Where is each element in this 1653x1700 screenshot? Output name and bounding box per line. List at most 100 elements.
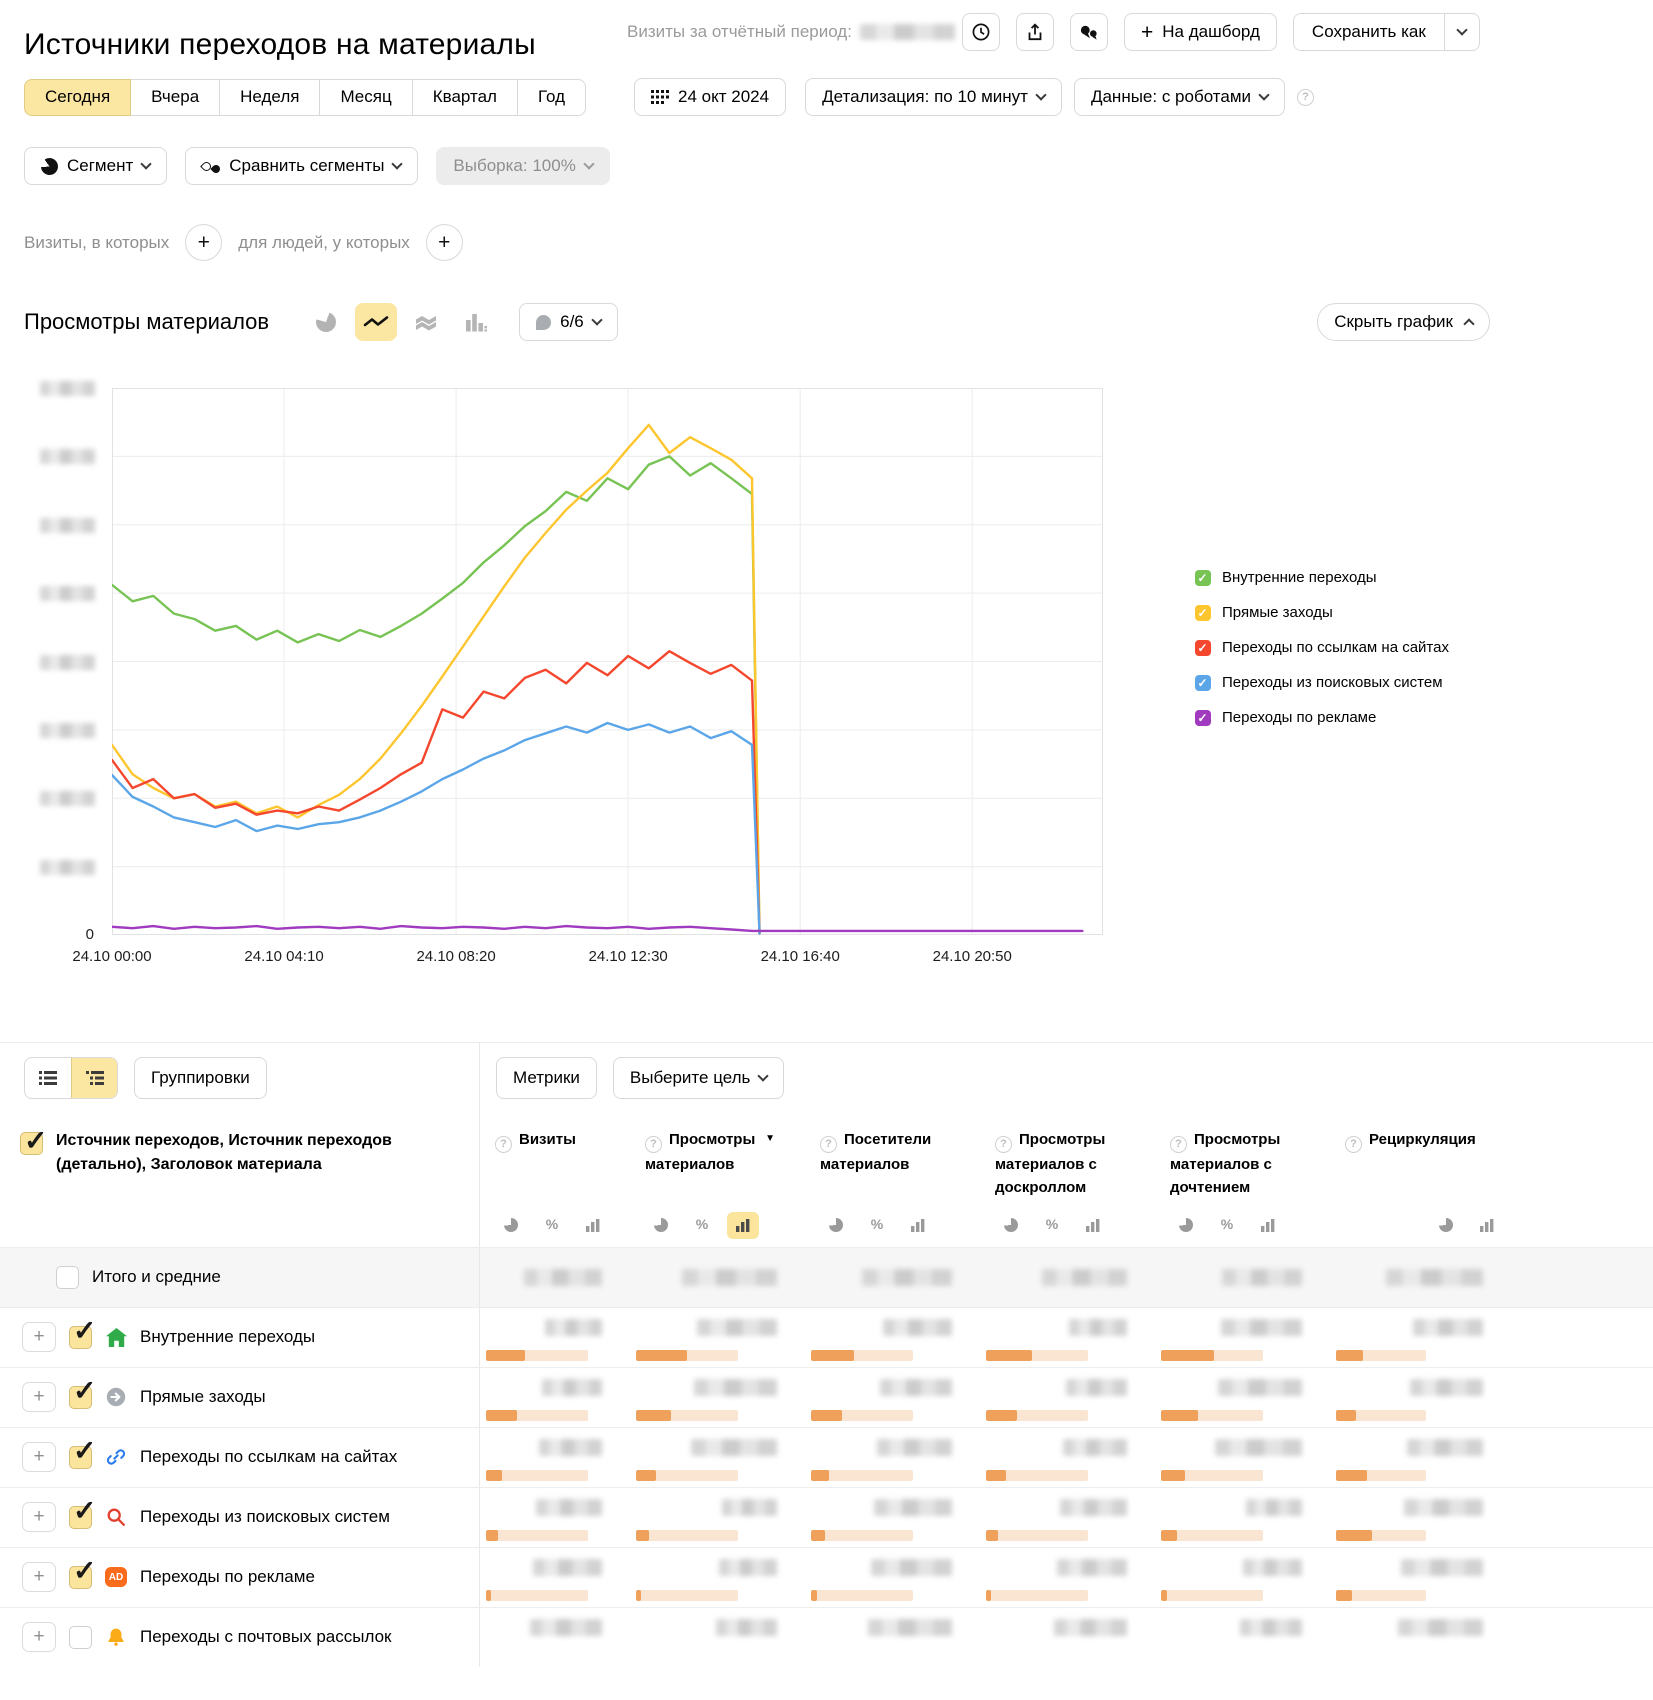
compare-segments-button[interactable]: Сравнить сегменты: [185, 147, 419, 185]
expand-row-button[interactable]: +: [22, 1562, 56, 1593]
expand-row-button[interactable]: +: [22, 1502, 56, 1533]
data-mode-button[interactable]: Данные: с роботами: [1073, 78, 1286, 116]
save-as-split-button[interactable]: Сохранить как: [1292, 13, 1480, 51]
row-checkbox-checked[interactable]: [69, 1374, 96, 1409]
metrica-logo-button[interactable]: [1070, 13, 1108, 51]
row-checkbox-checked[interactable]: [69, 1314, 96, 1349]
row-label[interactable]: Итого и средние: [92, 1267, 221, 1287]
period-tab-Неделя[interactable]: Неделя: [219, 78, 321, 116]
column-header-6[interactable]: ? Рециркуляция: [1330, 1113, 1653, 1247]
legend-checkbox-checked[interactable]: [1195, 604, 1211, 621]
help-icon[interactable]: ?: [1170, 1136, 1187, 1154]
area-chart-icon: [414, 313, 438, 331]
row-label[interactable]: Внутренние переходы: [140, 1327, 316, 1347]
goal-select-button[interactable]: Выберите цель: [612, 1057, 785, 1099]
row-label[interactable]: Переходы из поисковых систем: [140, 1507, 390, 1527]
column-header-3[interactable]: ? Посетители материалов%: [805, 1113, 980, 1247]
add-people-filter-button[interactable]: +: [425, 224, 463, 261]
line-chart-view-button[interactable]: [355, 303, 398, 341]
legend-checkbox-checked[interactable]: [1195, 674, 1211, 691]
percent-mode-button[interactable]: %: [1220, 1216, 1234, 1233]
percent-mode-button[interactable]: %: [1045, 1216, 1059, 1233]
bars-mode-button[interactable]: [1252, 1212, 1284, 1239]
help-icon[interactable]: ?: [1345, 1136, 1362, 1154]
display-mode-toggle: %: [645, 1211, 797, 1239]
row-checkbox-checked[interactable]: [69, 1554, 96, 1589]
date-picker-button[interactable]: 24 окт 2024: [634, 78, 787, 116]
column-chart-view-button[interactable]: [455, 303, 497, 341]
pie-mode-button[interactable]: [820, 1212, 852, 1239]
bars-mode-button[interactable]: [727, 1211, 759, 1239]
save-as-label[interactable]: Сохранить как: [1311, 22, 1426, 41]
tree-view-button[interactable]: [71, 1058, 117, 1098]
pie-mode-button[interactable]: [495, 1212, 527, 1239]
export-button[interactable]: [1016, 13, 1054, 51]
legend-item[interactable]: Переходы по рекламе: [1195, 700, 1449, 735]
legend-item[interactable]: Внутренние переходы: [1195, 560, 1449, 595]
bars-mode-button[interactable]: [1077, 1212, 1109, 1239]
column-header-4[interactable]: ? Просмотры материалов с доскроллом%: [980, 1113, 1155, 1247]
metric-mini-bar: [1336, 1349, 1426, 1361]
row-label[interactable]: Переходы по рекламе: [140, 1567, 315, 1587]
row-label[interactable]: Переходы по ссылкам на сайтах: [140, 1447, 398, 1467]
pie-chart-view-button[interactable]: [305, 303, 347, 341]
segment-button[interactable]: Сегмент: [24, 147, 168, 185]
percent-mode-button[interactable]: %: [695, 1216, 709, 1233]
row-checkbox[interactable]: [69, 1625, 92, 1649]
help-icon[interactable]: ?: [495, 1136, 512, 1154]
sampling-button[interactable]: Выборка: 100%: [436, 147, 610, 185]
select-all-checkbox[interactable]: [20, 1120, 47, 1162]
pie-mode-button[interactable]: [1430, 1212, 1462, 1239]
expand-row-button[interactable]: +: [22, 1622, 56, 1653]
percent-mode-button[interactable]: %: [870, 1216, 884, 1233]
metric-value-redacted: [716, 1618, 777, 1636]
period-tab-Год[interactable]: Год: [516, 78, 587, 116]
history-clock-button[interactable]: [962, 13, 1000, 51]
row-checkbox-checked[interactable]: [69, 1434, 96, 1469]
bars-mode-button[interactable]: [577, 1212, 609, 1239]
pie-mode-button[interactable]: [995, 1212, 1027, 1239]
add-to-dashboard-button[interactable]: + На дашборд: [1124, 13, 1277, 51]
save-as-menu-toggle[interactable]: [1443, 14, 1479, 50]
flat-list-view-button[interactable]: [25, 1058, 71, 1098]
legend-checkbox-checked[interactable]: [1195, 569, 1211, 586]
detailization-button[interactable]: Детализация: по 10 минут: [805, 78, 1062, 116]
column-header-1[interactable]: ? Визиты%: [480, 1113, 630, 1247]
help-icon[interactable]: ?: [820, 1136, 837, 1154]
legend-item[interactable]: Переходы из поисковых систем: [1195, 665, 1449, 700]
add-visits-filter-button[interactable]: +: [185, 224, 223, 261]
row-label[interactable]: Переходы с почтовых рассылок: [140, 1627, 392, 1647]
bars-mode-button[interactable]: [902, 1212, 934, 1239]
legend-checkbox-checked[interactable]: [1195, 709, 1211, 726]
row-checkbox[interactable]: [56, 1265, 79, 1289]
help-icon[interactable]: ?: [995, 1136, 1012, 1154]
expand-row-button[interactable]: +: [22, 1442, 56, 1473]
area-chart-view-button[interactable]: [405, 303, 447, 341]
period-tab-Сегодня[interactable]: Сегодня: [24, 78, 132, 116]
pie-mode-button[interactable]: [645, 1212, 677, 1239]
percent-mode-button[interactable]: %: [545, 1216, 559, 1233]
legend-item[interactable]: Прямые заходы: [1195, 595, 1449, 630]
help-icon[interactable]: ?: [645, 1136, 662, 1154]
chart-plot-area[interactable]: [112, 388, 1103, 935]
bars-mode-button[interactable]: [1471, 1212, 1503, 1239]
period-tab-Квартал[interactable]: Квартал: [411, 78, 518, 116]
legend-checkbox-checked[interactable]: [1195, 639, 1211, 656]
period-tab-Вчера[interactable]: Вчера: [130, 78, 221, 116]
mini-pie-icon: [1439, 1218, 1453, 1233]
expand-row-button[interactable]: +: [22, 1382, 56, 1413]
period-tab-Месяц[interactable]: Месяц: [319, 78, 413, 116]
series-visibility-button[interactable]: 6/6: [519, 303, 618, 341]
legend-item[interactable]: Переходы по ссылкам на сайтах: [1195, 630, 1449, 665]
row-label[interactable]: Прямые заходы: [140, 1387, 266, 1407]
row-checkbox-checked[interactable]: [69, 1494, 96, 1529]
column-header-2[interactable]: ? Просмотры материалов ▼%: [630, 1113, 805, 1247]
line-chart-icon: [363, 314, 389, 330]
hide-chart-button[interactable]: Скрыть график: [1317, 303, 1490, 341]
metrics-button[interactable]: Метрики: [496, 1057, 597, 1099]
pie-mode-button[interactable]: [1170, 1212, 1202, 1239]
groupings-button[interactable]: Группировки: [134, 1057, 267, 1099]
column-header-5[interactable]: ? Просмотры материалов с дочтением%: [1155, 1113, 1330, 1247]
help-icon[interactable]: ?: [1297, 88, 1315, 106]
expand-row-button[interactable]: +: [22, 1322, 56, 1353]
